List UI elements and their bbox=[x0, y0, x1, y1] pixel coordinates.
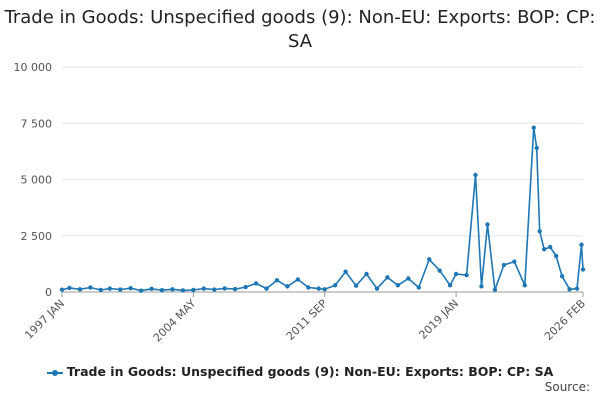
y-tick-label: 7 500 bbox=[21, 117, 53, 130]
data-point bbox=[364, 271, 369, 277]
x-axis-ticks: 1997 JAN 2004 MAY 2011 SEP 2019 JAN 2026 FEB bbox=[22, 292, 588, 345]
data-point bbox=[180, 288, 186, 293]
data-point bbox=[479, 284, 484, 289]
data-point bbox=[201, 286, 207, 291]
data-point bbox=[580, 267, 586, 272]
data-point bbox=[88, 285, 93, 290]
data-point bbox=[541, 247, 547, 252]
y-tick-label: 2 500 bbox=[21, 230, 53, 243]
data-point bbox=[447, 283, 453, 288]
legend-swatch bbox=[46, 368, 63, 378]
data-point bbox=[212, 287, 217, 292]
data-point bbox=[531, 125, 536, 130]
data-point bbox=[67, 285, 72, 291]
data-point bbox=[427, 257, 432, 262]
y-tick-label: 10 000 bbox=[14, 61, 53, 74]
data-point bbox=[416, 285, 421, 290]
data-point bbox=[437, 268, 442, 273]
data-point bbox=[107, 286, 112, 291]
data-point bbox=[264, 286, 269, 291]
x-tick-label: 1997 JAN bbox=[22, 297, 67, 342]
data-point bbox=[453, 271, 459, 277]
data-point bbox=[316, 286, 321, 291]
data-point bbox=[128, 285, 133, 291]
series-plot bbox=[59, 125, 586, 293]
data-point bbox=[59, 287, 65, 292]
data-point bbox=[512, 259, 517, 264]
data-point bbox=[567, 287, 572, 292]
y-axis-ticks: 0 2 500 5 000 7 500 10 000 bbox=[14, 61, 53, 299]
data-point bbox=[118, 287, 123, 292]
x-tick-label: 2019 JAN bbox=[416, 297, 461, 342]
data-point bbox=[406, 276, 411, 281]
data-point bbox=[232, 286, 238, 292]
data-point bbox=[473, 172, 478, 178]
data-point bbox=[332, 283, 338, 288]
legend-label: Trade in Goods: Unspecified goods (9): N… bbox=[66, 364, 554, 379]
data-point bbox=[385, 275, 390, 280]
data-point bbox=[98, 287, 104, 293]
data-point bbox=[492, 287, 498, 292]
data-point bbox=[222, 286, 227, 291]
y-tick-label: 0 bbox=[45, 286, 52, 299]
data-point bbox=[306, 285, 311, 290]
data-point bbox=[559, 274, 565, 279]
chart-title: Trade in Goods: Unspecified goods (9): N… bbox=[4, 7, 596, 52]
gridlines bbox=[62, 66, 583, 293]
data-point bbox=[374, 286, 380, 291]
data-point bbox=[149, 286, 154, 292]
data-point bbox=[353, 283, 359, 288]
data-point bbox=[553, 253, 559, 259]
x-tick-label: 2011 SEP bbox=[284, 297, 330, 343]
data-point bbox=[322, 287, 327, 292]
data-point bbox=[274, 278, 280, 283]
source-label: Source: bbox=[544, 380, 590, 394]
data-point bbox=[77, 287, 83, 292]
data-point bbox=[253, 281, 259, 286]
data-point bbox=[501, 262, 507, 268]
data-point bbox=[138, 288, 144, 293]
data-point bbox=[522, 283, 527, 288]
data-point bbox=[243, 284, 248, 290]
data-point bbox=[579, 242, 584, 247]
data-point bbox=[395, 283, 401, 288]
data-point bbox=[485, 222, 490, 227]
data-point bbox=[295, 277, 301, 282]
x-tick-label: 2026 FEB bbox=[542, 297, 588, 343]
data-point bbox=[285, 284, 290, 289]
data-point bbox=[464, 272, 469, 278]
data-point bbox=[343, 269, 348, 274]
data-point bbox=[547, 244, 553, 250]
data-point bbox=[191, 287, 196, 293]
x-tick-label: 2004 MAY bbox=[151, 297, 199, 345]
data-point bbox=[170, 287, 175, 292]
data-point bbox=[534, 145, 539, 151]
legend: Trade in Goods: Unspecified goods (9): N… bbox=[0, 364, 600, 379]
data-point bbox=[159, 288, 165, 293]
y-tick-label: 5 000 bbox=[21, 174, 53, 187]
data-point bbox=[537, 229, 542, 234]
data-point bbox=[574, 286, 580, 291]
